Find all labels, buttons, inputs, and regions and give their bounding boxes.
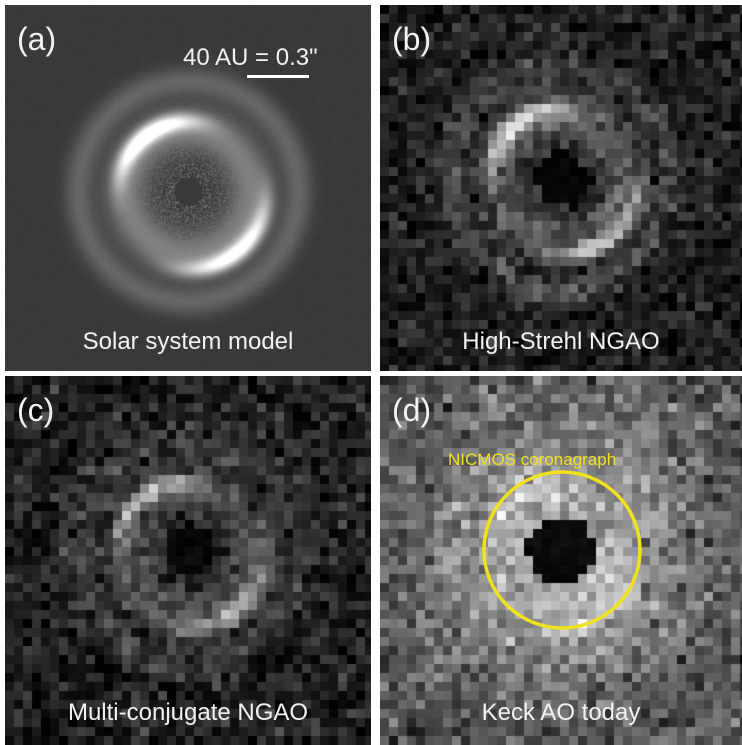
simulated-image-c xyxy=(5,376,371,745)
scale-bar-label: 40 AU = 0.3" xyxy=(183,45,318,71)
coronagraph-circle xyxy=(380,376,742,745)
panel-keck-ao-today: NICMOS coronagraph (d) Keck AO today xyxy=(380,376,742,745)
panel-caption-b: High-Strehl NGAO xyxy=(380,329,742,355)
panel-label-d: (d) xyxy=(392,394,431,426)
panel-multi-conjugate-ngao: (c) Multi-conjugate NGAO xyxy=(5,376,371,745)
scale-bar xyxy=(247,75,309,78)
panel-label-c: (c) xyxy=(17,394,54,426)
panel-caption-d: Keck AO today xyxy=(380,700,742,726)
panel-label-b: (b) xyxy=(392,23,431,55)
panel-caption-c: Multi-conjugate NGAO xyxy=(5,700,371,726)
coronagraph-label: NICMOS coronagraph xyxy=(448,451,616,469)
panel-caption-a: Solar system model xyxy=(5,329,371,355)
simulated-image-b xyxy=(380,5,742,371)
panel-solar-system-model: (a) 40 AU = 0.3" Solar system model xyxy=(5,5,371,371)
panel-high-strehl-ngao: (b) High-Strehl NGAO xyxy=(380,5,742,371)
panel-label-a: (a) xyxy=(17,23,56,55)
